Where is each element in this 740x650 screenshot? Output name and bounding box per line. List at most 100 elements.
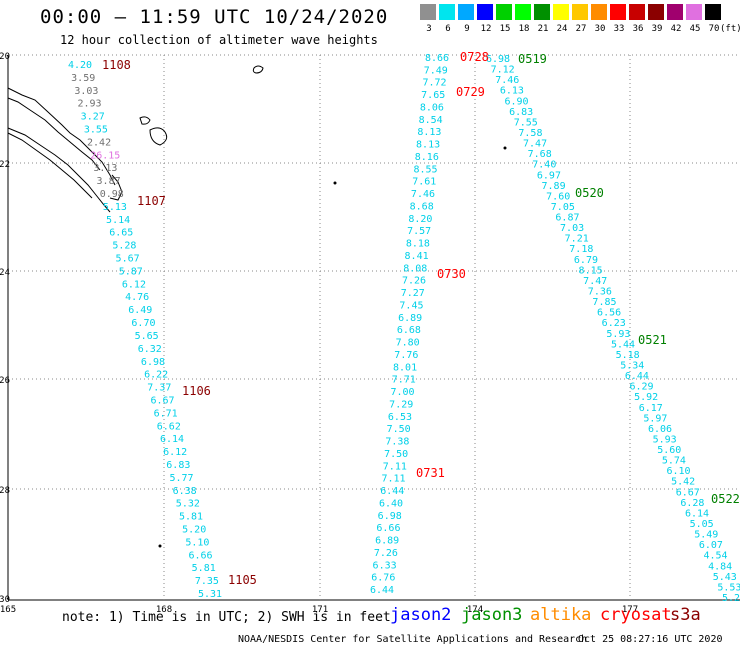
- time-marker: 1108: [102, 58, 131, 72]
- track-right-value: 7.18: [569, 244, 593, 255]
- track-right-value: 7.05: [551, 202, 575, 213]
- legend-swatch: [515, 4, 531, 20]
- track-middle-value: 8.20: [408, 214, 432, 225]
- track-left-value: 5.31: [198, 589, 222, 600]
- legend-swatch: [420, 4, 436, 20]
- track-right-value: 6.10: [666, 466, 690, 477]
- track-left-value: 3.03: [74, 86, 98, 97]
- track-middle-value: 7.46: [411, 189, 435, 200]
- track-left-value: 5.81: [179, 512, 203, 523]
- track-right-value: 5.53: [717, 582, 740, 593]
- track-left-value: 7.35: [195, 576, 219, 587]
- lon-label: 165: [0, 605, 16, 615]
- track-right-value: 5.74: [662, 456, 686, 467]
- legend-swatch: [591, 4, 607, 20]
- track-middle-value: 7.49: [424, 65, 448, 76]
- track-middle-value: 8.13: [417, 127, 441, 138]
- lat-label: -24: [0, 268, 10, 278]
- legend-swatch: [553, 4, 569, 20]
- legend-swatch: [534, 4, 550, 20]
- track-left-value: 2.42: [87, 137, 111, 148]
- track-right-value: 6.90: [505, 96, 529, 107]
- track-right-value: 6.79: [574, 255, 598, 266]
- legend-label: 6: [445, 24, 451, 34]
- track-middle-value: 7.57: [407, 226, 431, 237]
- track-right-value: 6.87: [555, 213, 579, 224]
- time-marker: 0522: [711, 492, 740, 506]
- time-marker: 1107: [137, 194, 166, 208]
- legend-label: 39: [651, 24, 663, 34]
- lat-label: -30: [0, 595, 10, 605]
- track-right-value: 6.06: [648, 424, 672, 435]
- track-right-value: 5.93: [606, 329, 630, 340]
- lat-label: -26: [0, 376, 10, 386]
- time-marker: 0521: [638, 333, 667, 347]
- legend-label: 12: [480, 24, 492, 34]
- track-middle-value: 7.29: [389, 399, 413, 410]
- track-left-value: 5.67: [116, 254, 140, 265]
- track-middle-value: 7.26: [374, 548, 398, 559]
- track-middle-value: 7.71: [392, 375, 416, 386]
- satellite-name: altika: [530, 605, 592, 625]
- legend-swatch: [705, 4, 721, 20]
- legend-label: 15: [499, 24, 511, 34]
- track-middle-value: 6.33: [373, 560, 397, 571]
- track-left-value: 5.10: [185, 537, 209, 548]
- track-middle-value: 6.44: [380, 486, 404, 497]
- track-middle-value: 7.61: [412, 177, 436, 188]
- track-middle-value: 8.68: [410, 201, 434, 212]
- legend-label: 70: [708, 24, 720, 34]
- track-right-value: 7.47: [583, 276, 607, 287]
- track-middle-value: 7.38: [385, 437, 409, 448]
- track-right-value: 5.92: [634, 392, 658, 403]
- track-left-value: 6.71: [154, 408, 178, 419]
- legend-label: 3: [426, 24, 432, 34]
- track-left-value: 5.87: [119, 266, 143, 277]
- track-right-value: 6.97: [537, 170, 561, 181]
- lon-label: 168: [156, 605, 172, 615]
- track-right-value: 6.98: [486, 54, 510, 65]
- track-right-value: 5.44: [611, 339, 635, 350]
- legend-swatch: [686, 4, 702, 20]
- track-middle-value: 8.66: [425, 53, 449, 64]
- track-left-value: 6.22: [144, 370, 168, 381]
- track-left-value: 5.13: [103, 202, 127, 213]
- track-middle-value: 6.53: [388, 412, 412, 423]
- track-middle-value: 8.54: [419, 115, 443, 126]
- lon-label: 174: [467, 605, 483, 615]
- track-middle-value: 7.50: [387, 424, 411, 435]
- time-marker: 0728: [460, 50, 489, 64]
- track-right-value: 5.2: [722, 593, 740, 604]
- track-right-value: 5.97: [643, 413, 667, 424]
- legend-label: 30: [594, 24, 606, 34]
- track-middle-value: 8.16: [415, 152, 439, 163]
- lon-label: 171: [312, 605, 328, 615]
- track-middle-value: 8.55: [413, 164, 437, 175]
- track-right-value: 7.03: [560, 223, 584, 234]
- track-middle-value: 7.65: [421, 90, 445, 101]
- lat-lon-grid: [8, 54, 740, 600]
- track-middle-value: 7.72: [422, 78, 446, 89]
- satellite-name: jason3: [461, 605, 523, 625]
- time-marker: 0520: [575, 186, 604, 200]
- track-right-value: 5.49: [694, 530, 718, 541]
- track-middle-value: 6.98: [378, 511, 402, 522]
- legend-swatch: [667, 4, 683, 20]
- legend-swatch: [439, 4, 455, 20]
- track-right-value: 7.40: [532, 160, 556, 171]
- track-left-value: 3.27: [81, 112, 105, 123]
- track-middle-value: 6.89: [398, 313, 422, 324]
- track-right-value: 7.68: [528, 149, 552, 160]
- track-right-value: 6.83: [509, 107, 533, 118]
- track-right-value: 5.60: [657, 445, 681, 456]
- legend-swatch: [629, 4, 645, 20]
- track-middle-value: 6.89: [375, 536, 399, 547]
- track-left-value: 5.81: [192, 563, 216, 574]
- track-right-value: 7.60: [546, 191, 570, 202]
- track-middle-value: 8.08: [403, 263, 427, 274]
- agency-credit: NOAA/NESDIS Center for Satellite Applica…: [238, 634, 588, 645]
- track-right-value: 6.17: [639, 403, 663, 414]
- legend-label: 24: [556, 24, 568, 34]
- track-right-value: 5.18: [616, 350, 640, 361]
- track-left-value: 5.65: [135, 331, 159, 342]
